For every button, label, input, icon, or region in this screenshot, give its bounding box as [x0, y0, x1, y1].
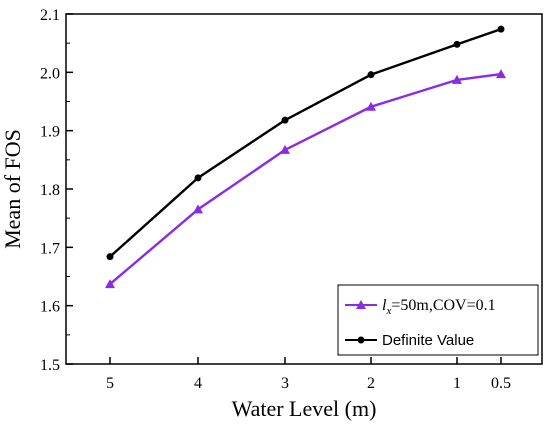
y-tick-label-2: 1.7 — [40, 240, 60, 257]
x-tick-label-2: 3 — [281, 375, 289, 392]
legend-marker-series-1 — [356, 300, 366, 309]
x-axis-title: Water Level (m) — [232, 396, 377, 421]
series-2-point-0 — [106, 253, 114, 261]
y-tick-label-0: 1.5 — [40, 357, 60, 374]
series-2-point-1 — [194, 174, 202, 182]
y-tick-label-5: 2.0 — [40, 65, 60, 82]
x-tick-label-3: 2 — [367, 375, 375, 392]
legend-label-series-1: lx=50m,COV=0.1 — [382, 297, 496, 317]
series-line-1 — [109, 72, 502, 285]
series-layer — [105, 25, 506, 289]
series-2-point-2 — [281, 116, 289, 124]
y-tick-label-1: 1.6 — [40, 299, 60, 316]
x-axis: 5 4 3 2 1 0.5 — [106, 357, 511, 392]
y-axis-title: Mean of FOS — [0, 129, 25, 249]
legend: lx=50m,COV=0.1 Definite Value — [337, 284, 539, 356]
series-1-point-4 — [452, 74, 462, 84]
series-2-point-5 — [497, 25, 505, 33]
series-1-point-5 — [496, 69, 506, 79]
y-tick-label-4: 1.9 — [40, 124, 60, 141]
series-line-2 — [109, 28, 502, 258]
legend-box — [337, 284, 539, 356]
y-tick-label-6: 2.1 — [40, 7, 60, 24]
series-1-point-2 — [280, 144, 290, 154]
series-1-point-3 — [366, 101, 376, 111]
legend-marker-series-2 — [357, 336, 365, 344]
y-axis: 1.5 1.6 1.7 1.8 1.9 2.0 2.1 — [40, 7, 73, 374]
series-2-point-3 — [367, 71, 375, 79]
x-tick-label-1: 4 — [194, 375, 202, 392]
x-tick-label-5: 0.5 — [491, 375, 511, 392]
x-tick-label-0: 5 — [106, 375, 114, 392]
series-2-point-4 — [453, 40, 461, 48]
x-tick-label-4: 1 — [453, 375, 461, 392]
y-tick-label-3: 1.8 — [40, 182, 60, 199]
series-1-point-1 — [193, 204, 203, 214]
series-1-point-0 — [105, 279, 115, 289]
legend-label-series-2: Definite Value — [382, 332, 474, 349]
